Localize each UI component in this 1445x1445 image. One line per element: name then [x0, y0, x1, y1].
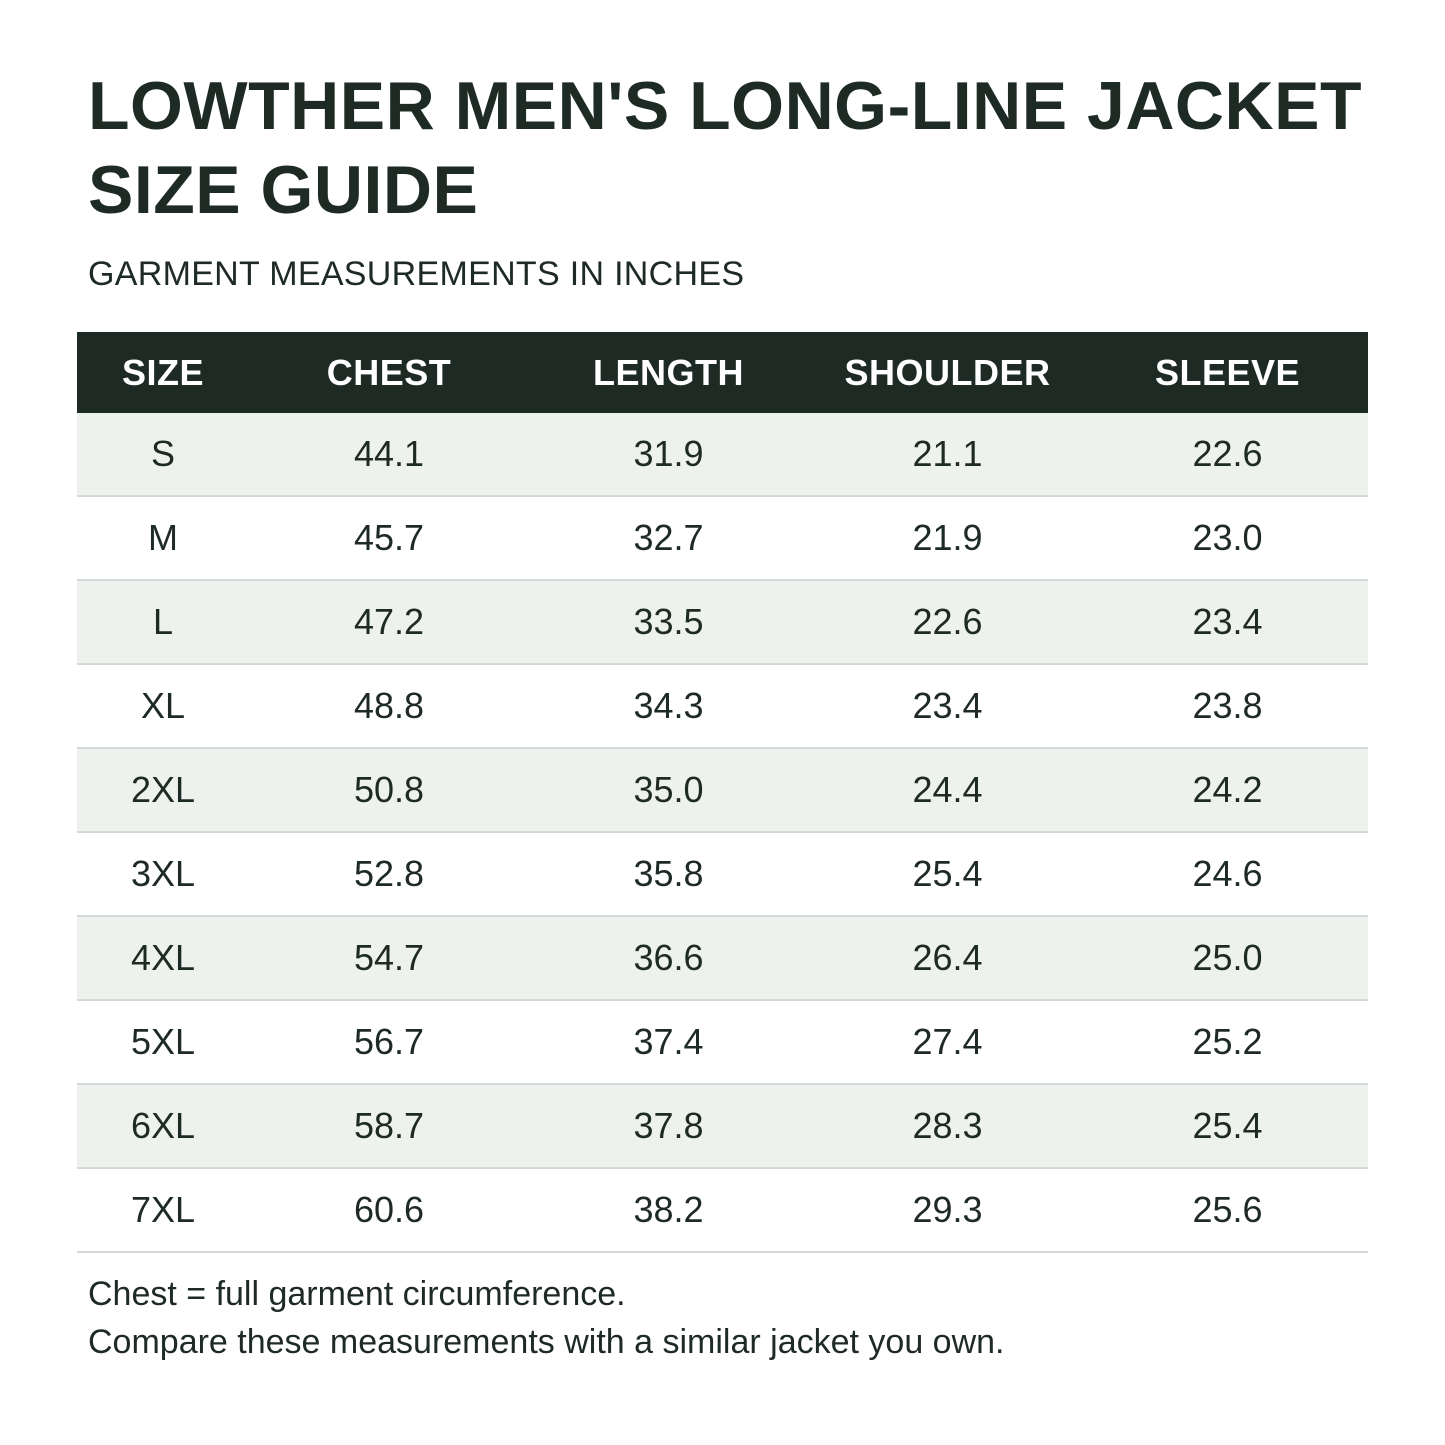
cell-shoulder: 23.4: [808, 664, 1087, 749]
cell-shoulder: 24.4: [808, 748, 1087, 833]
cell-chest: 56.7: [249, 1000, 529, 1085]
table-row: L 47.2 33.5 22.6 23.4: [77, 580, 1368, 665]
cell-shoulder: 28.3: [808, 1084, 1087, 1169]
cell-length: 36.6: [529, 916, 808, 1001]
cell-sleeve: 22.6: [1087, 413, 1368, 497]
column-header-size: SIZE: [77, 332, 249, 413]
table-row: 7XL 60.6 38.2 29.3 25.6: [77, 1168, 1368, 1253]
cell-size: 6XL: [77, 1084, 249, 1169]
cell-chest: 50.8: [249, 748, 529, 833]
cell-sleeve: 24.2: [1087, 748, 1368, 833]
cell-length: 37.4: [529, 1000, 808, 1085]
cell-shoulder: 21.9: [808, 496, 1087, 581]
cell-length: 35.8: [529, 832, 808, 917]
cell-size: M: [77, 496, 249, 581]
cell-sleeve: 24.6: [1087, 832, 1368, 917]
cell-length: 33.5: [529, 580, 808, 665]
cell-length: 34.3: [529, 664, 808, 749]
page-subtitle: GARMENT MEASUREMENTS IN INCHES: [88, 255, 745, 293]
cell-chest: 45.7: [249, 496, 529, 581]
table-row: 3XL 52.8 35.8 25.4 24.6: [77, 832, 1368, 917]
cell-size: 4XL: [77, 916, 249, 1001]
cell-shoulder: 26.4: [808, 916, 1087, 1001]
cell-chest: 54.7: [249, 916, 529, 1001]
table-row: 5XL 56.7 37.4 27.4 25.2: [77, 1000, 1368, 1085]
cell-sleeve: 25.6: [1087, 1168, 1368, 1253]
cell-size: L: [77, 580, 249, 665]
cell-chest: 47.2: [249, 580, 529, 665]
cell-length: 35.0: [529, 748, 808, 833]
table-row: S 44.1 31.9 21.1 22.6: [77, 413, 1368, 497]
table-header-row: SIZE CHEST LENGTH SHOULDER SLEEVE: [77, 332, 1368, 413]
cell-sleeve: 23.0: [1087, 496, 1368, 581]
size-table: SIZE CHEST LENGTH SHOULDER SLEEVE S 44.1 3…: [77, 332, 1368, 1253]
cell-chest: 52.8: [249, 832, 529, 917]
cell-shoulder: 21.1: [808, 413, 1087, 497]
cell-length: 32.7: [529, 496, 808, 581]
footnotes: Chest = full garment circumference. Comp…: [88, 1270, 1005, 1366]
cell-shoulder: 25.4: [808, 832, 1087, 917]
column-header-chest: CHEST: [249, 332, 529, 413]
cell-size: 2XL: [77, 748, 249, 833]
table-row: XL 48.8 34.3 23.4 23.8: [77, 664, 1368, 749]
cell-chest: 58.7: [249, 1084, 529, 1169]
cell-shoulder: 29.3: [808, 1168, 1087, 1253]
cell-size: 3XL: [77, 832, 249, 917]
cell-size: 5XL: [77, 1000, 249, 1085]
column-header-shoulder: SHOULDER: [808, 332, 1087, 413]
column-header-sleeve: SLEEVE: [1087, 332, 1368, 413]
cell-length: 38.2: [529, 1168, 808, 1253]
cell-sleeve: 25.2: [1087, 1000, 1368, 1085]
cell-sleeve: 23.8: [1087, 664, 1368, 749]
cell-chest: 60.6: [249, 1168, 529, 1253]
cell-shoulder: 27.4: [808, 1000, 1087, 1085]
footnote-chest: Chest = full garment circumference.: [88, 1275, 626, 1313]
cell-sleeve: 25.4: [1087, 1084, 1368, 1169]
table-row: 6XL 58.7 37.8 28.3 25.4: [77, 1084, 1368, 1169]
table-row: M 45.7 32.7 21.9 23.0: [77, 496, 1368, 581]
cell-length: 31.9: [529, 413, 808, 497]
cell-size: S: [77, 413, 249, 497]
cell-length: 37.8: [529, 1084, 808, 1169]
cell-sleeve: 25.0: [1087, 916, 1368, 1001]
table-body: S 44.1 31.9 21.1 22.6 M 45.7 32.7 21.9 23.0 L 47.2 3…: [77, 413, 1368, 1253]
cell-chest: 44.1: [249, 413, 529, 497]
cell-shoulder: 22.6: [808, 580, 1087, 665]
footnote-compare: Compare these measurements with a simila…: [88, 1323, 1005, 1361]
page-title: LOWTHER MEN'S LONG-LINE JACKET SIZE GUID…: [88, 68, 1363, 228]
cell-chest: 48.8: [249, 664, 529, 749]
table-header: SIZE CHEST LENGTH SHOULDER SLEEVE: [77, 332, 1368, 413]
column-header-length: LENGTH: [529, 332, 808, 413]
cell-size: XL: [77, 664, 249, 749]
table-row: 2XL 50.8 35.0 24.4 24.2: [77, 748, 1368, 833]
cell-sleeve: 23.4: [1087, 580, 1368, 665]
cell-size: 7XL: [77, 1168, 249, 1253]
table-row: 4XL 54.7 36.6 26.4 25.0: [77, 916, 1368, 1001]
